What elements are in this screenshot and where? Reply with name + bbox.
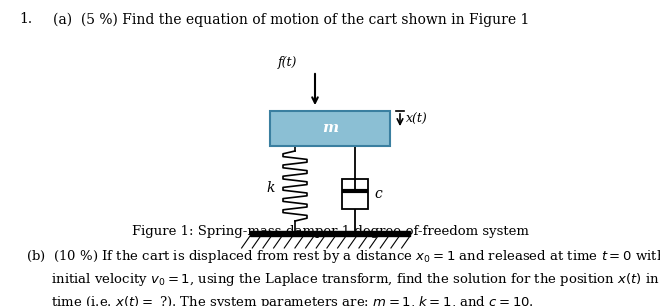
Text: x(t): x(t) bbox=[406, 113, 428, 126]
Text: 1.: 1. bbox=[20, 12, 33, 26]
Text: k: k bbox=[267, 181, 275, 196]
Bar bbox=[342, 179, 368, 209]
Text: time (i.e. $x(t) = $ ?). The system parameters are: $m = 1$, $k = 1$, and $c = 1: time (i.e. $x(t) = $ ?). The system para… bbox=[26, 294, 535, 306]
Text: (b)  (10 %) If the cart is displaced from rest by a distance $x_0 = 1$ and relea: (b) (10 %) If the cart is displaced from… bbox=[26, 248, 660, 265]
Text: c: c bbox=[374, 187, 381, 201]
Text: Figure 1: Spring-mass-damper 1 degree-of-freedom system: Figure 1: Spring-mass-damper 1 degree-of… bbox=[131, 225, 529, 238]
Text: initial velocity $v_0 = 1$, using the Laplace transform, find the solution for t: initial velocity $v_0 = 1$, using the La… bbox=[26, 271, 660, 288]
Text: (a)  (5 %) Find the equation of motion of the cart shown in Figure 1: (a) (5 %) Find the equation of motion of… bbox=[53, 12, 529, 27]
Text: f(t): f(t) bbox=[278, 56, 297, 69]
Text: m: m bbox=[322, 121, 338, 136]
Bar bbox=[250, 231, 410, 236]
Bar bbox=[270, 111, 390, 146]
